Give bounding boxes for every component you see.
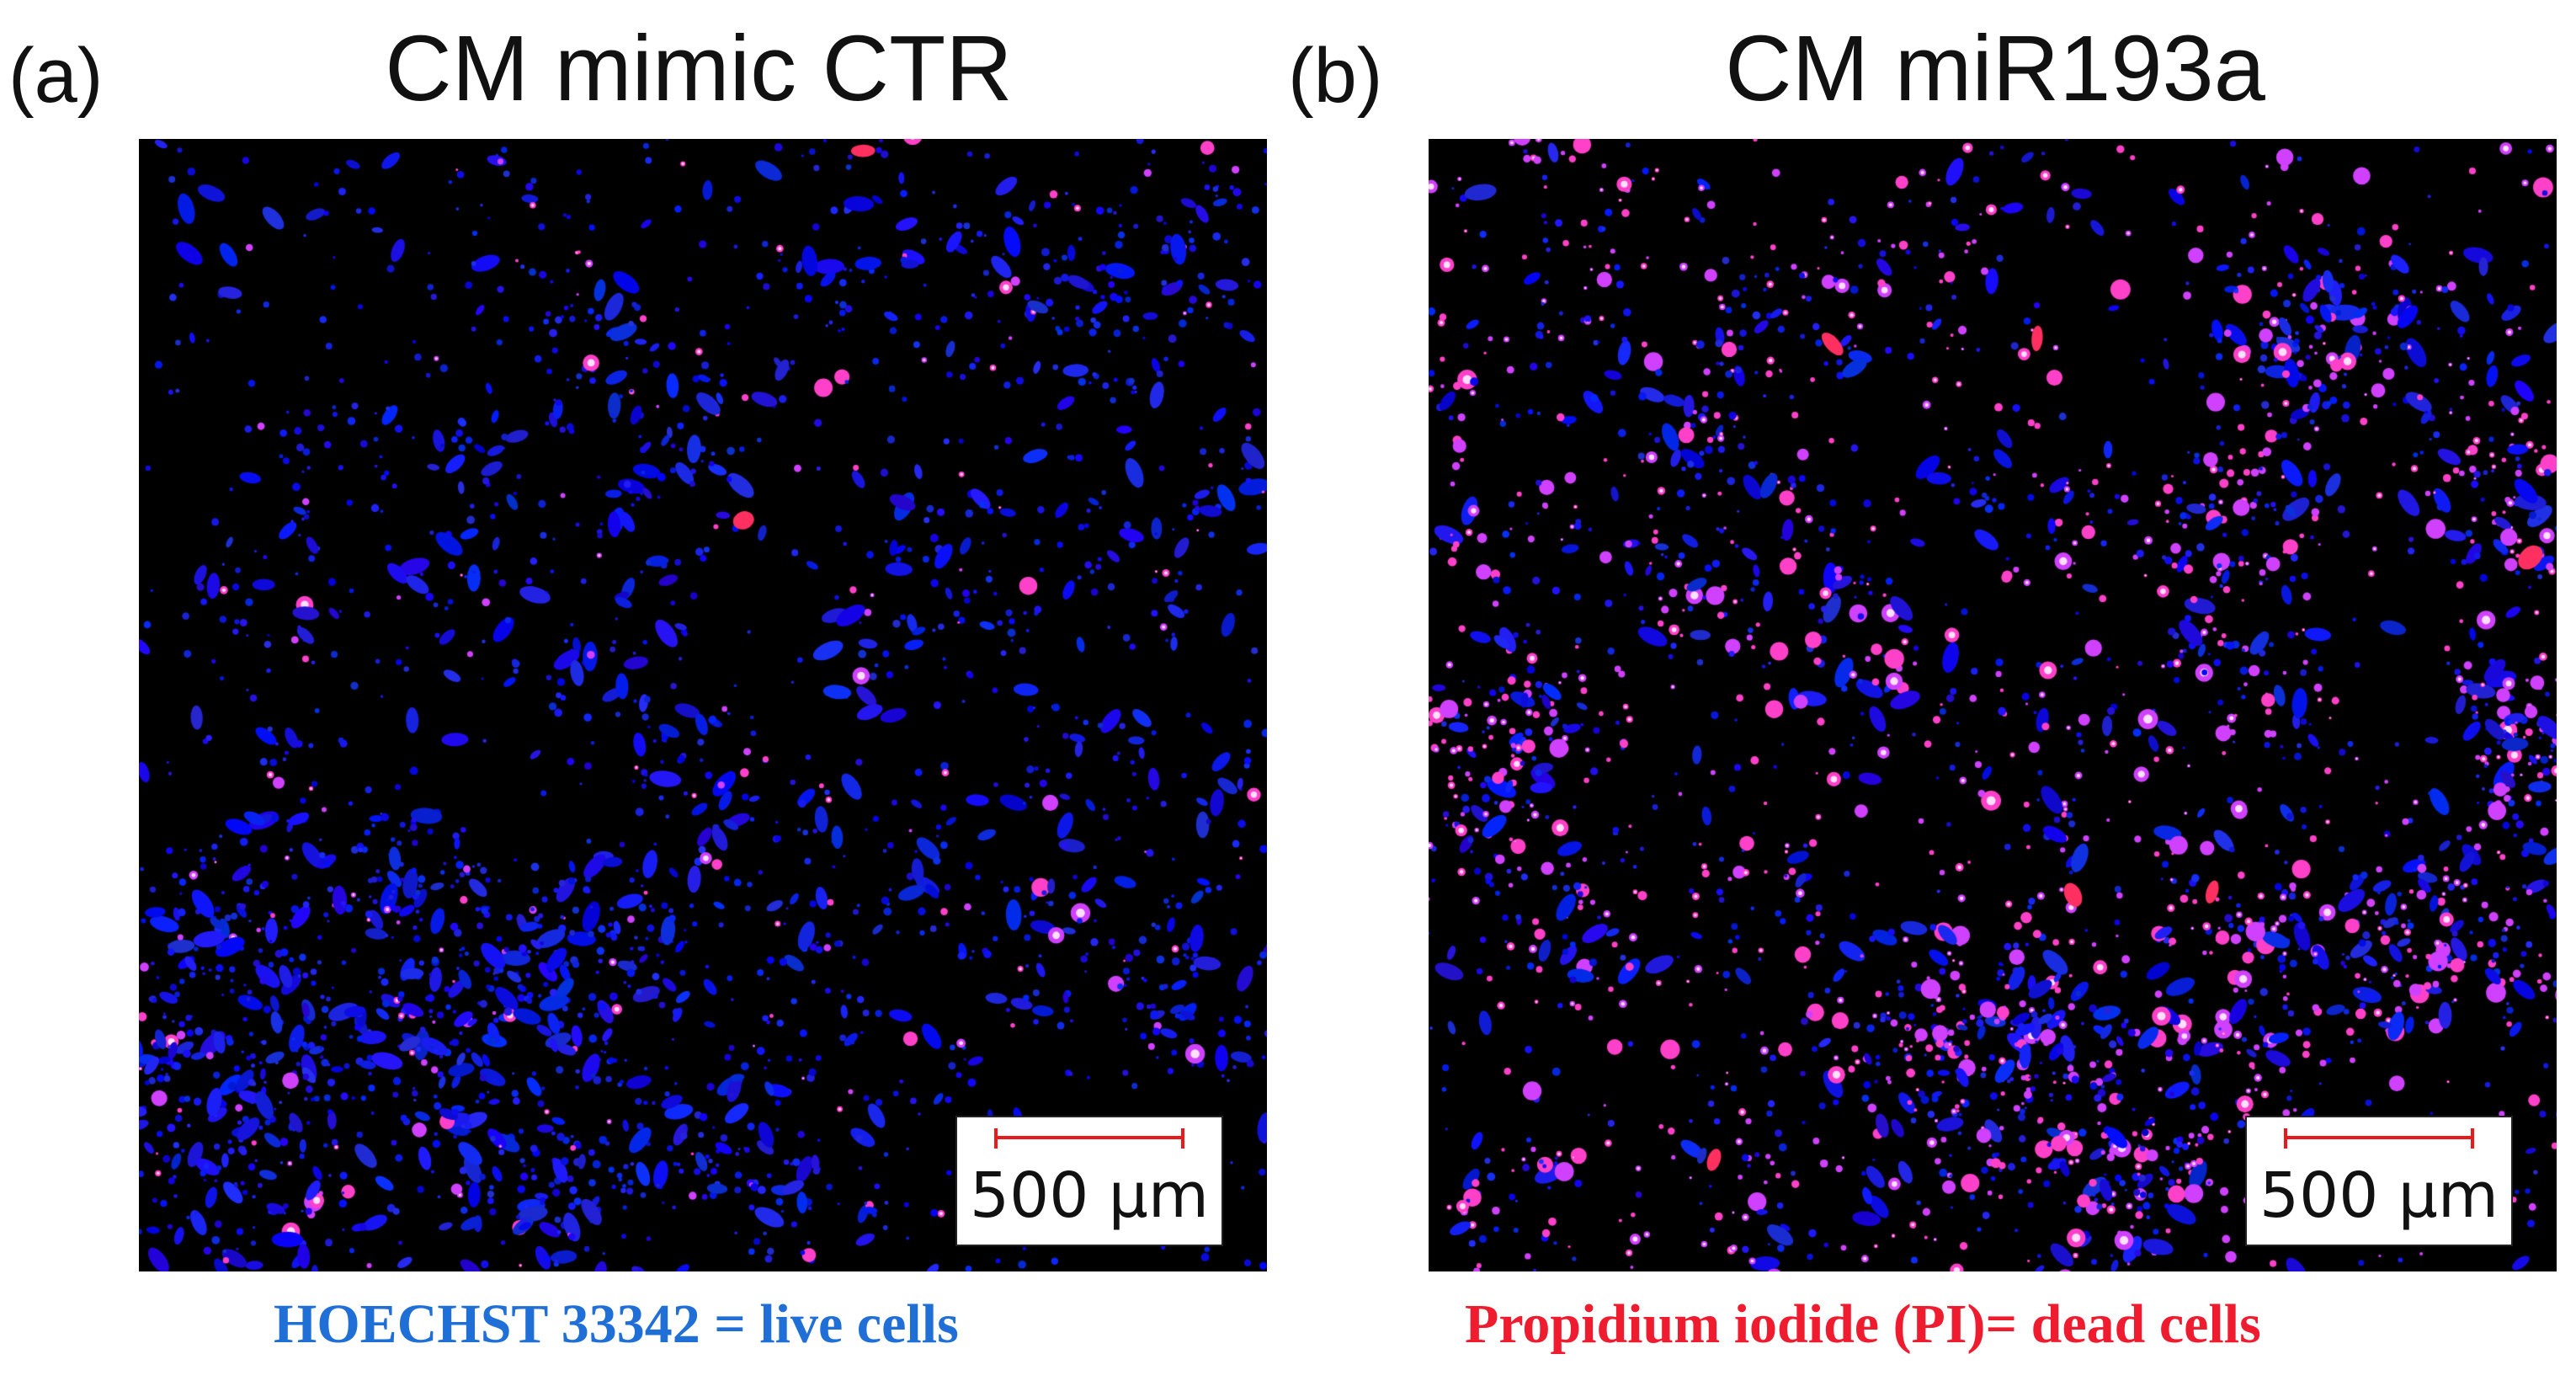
panel-b-scale-line <box>2284 1128 2474 1149</box>
panel-a-scale-bar: 500 µm <box>955 1116 1223 1246</box>
panel-a-scale-label: 500 µm <box>970 1159 1209 1232</box>
panel-a-fluorescence-image <box>139 139 1267 1271</box>
panel-a-letter: (a) <box>8 33 104 119</box>
panel-b-caption: Propidium iodide (PI)= dead cells <box>1465 1293 2261 1355</box>
panel-b-micrograph: 500 µm <box>1429 139 2557 1271</box>
panel-b-scale-bar: 500 µm <box>2245 1116 2513 1246</box>
panel-b-fluorescence-image <box>1429 139 2557 1271</box>
panel-a-caption: HOECHST 33342 = live cells <box>274 1293 959 1355</box>
panel-b-letter: (b) <box>1288 33 1383 119</box>
panel-b-scale-label: 500 µm <box>2259 1159 2499 1232</box>
panel-a-title: CM mimic CTR <box>385 17 1013 120</box>
panel-b-title: CM miR193a <box>1725 17 2265 120</box>
panel-a-micrograph: 500 µm <box>139 139 1267 1271</box>
panel-a-scale-line <box>994 1128 1184 1149</box>
